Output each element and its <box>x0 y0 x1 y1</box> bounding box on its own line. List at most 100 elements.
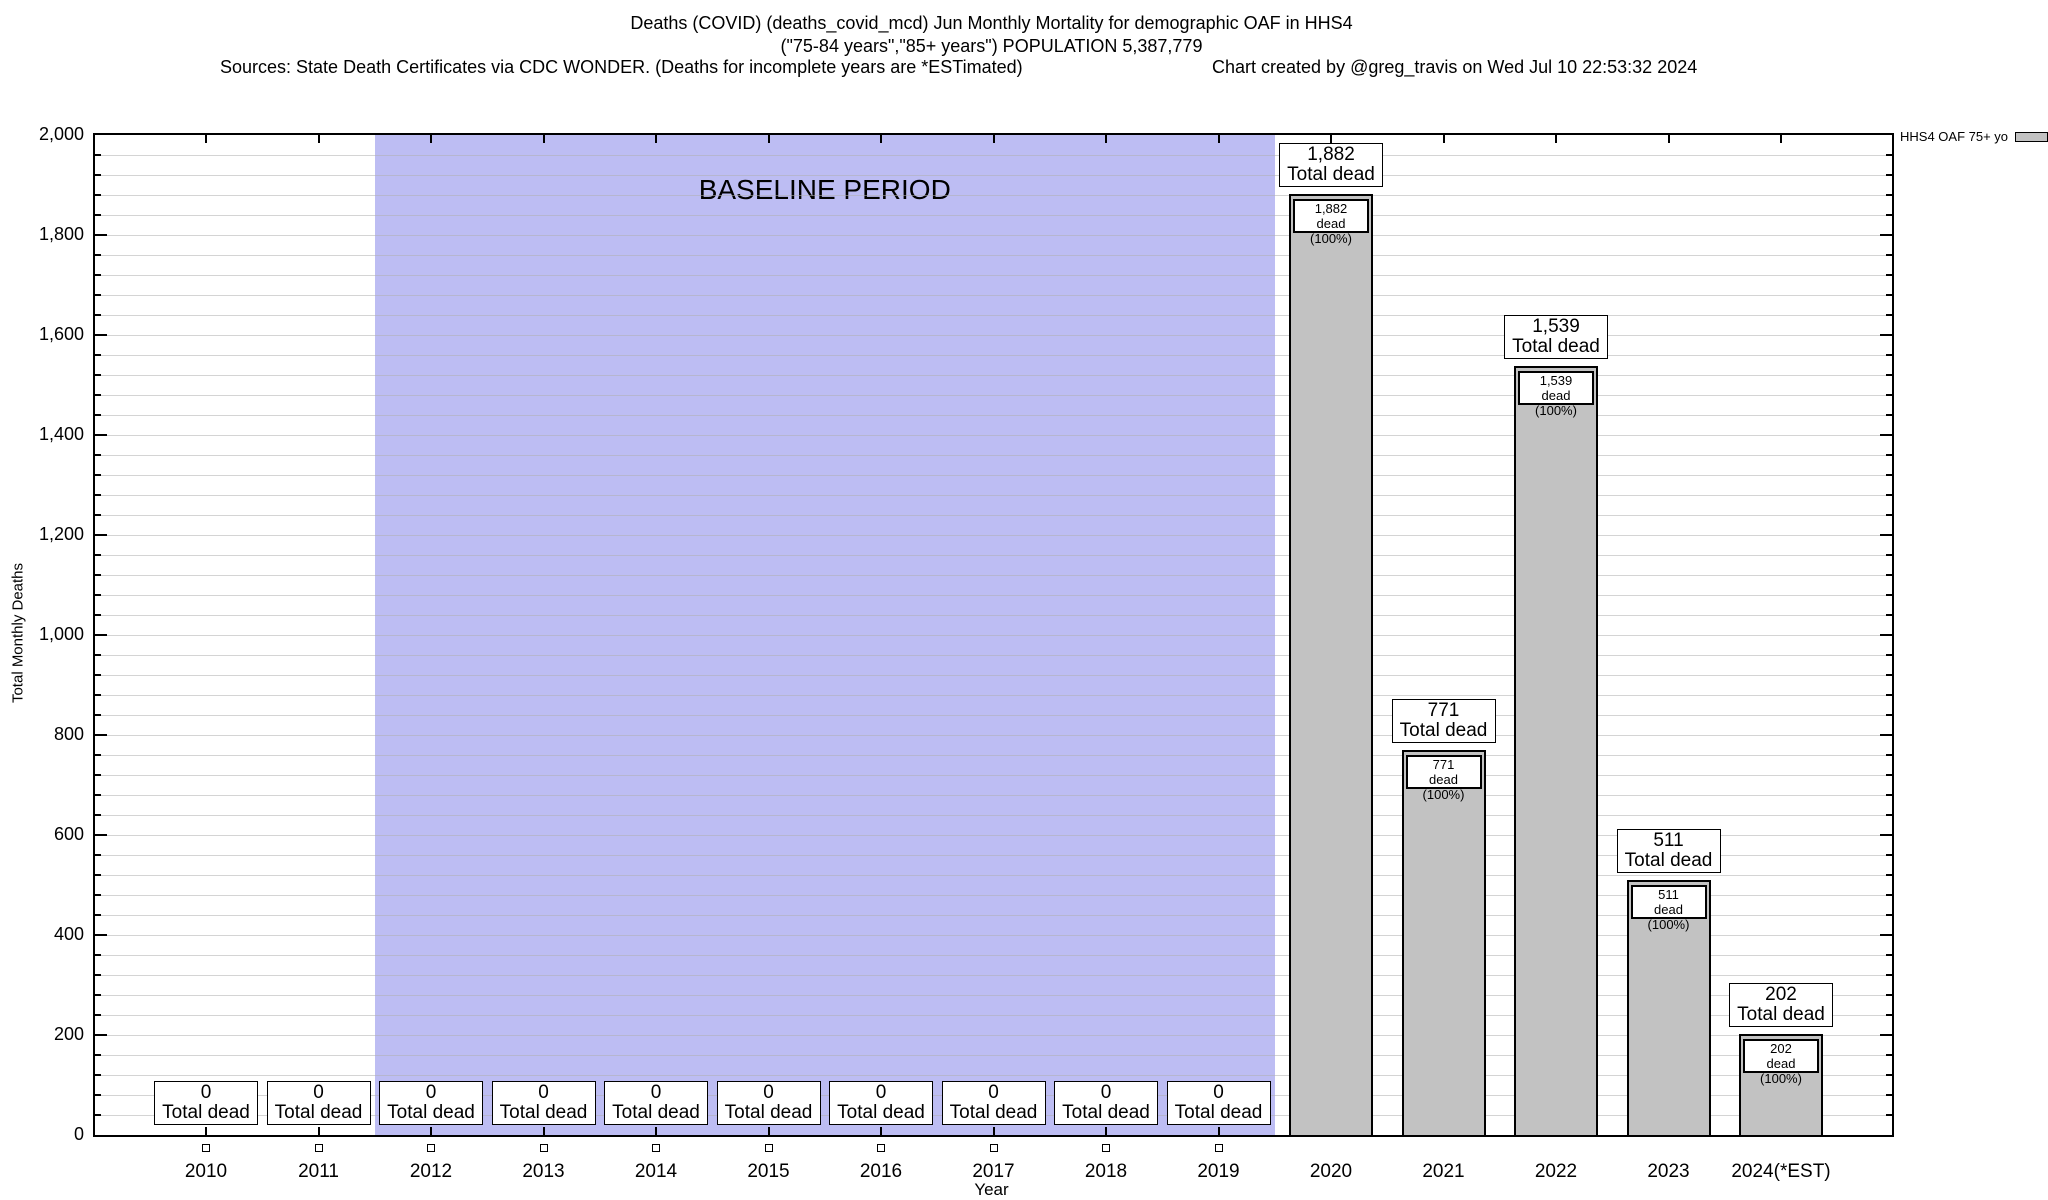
y-tick-left <box>95 454 101 456</box>
bar-total-label-2014: 0 Total dead <box>604 1081 708 1125</box>
year-label-2022: 2022 <box>1534 1161 1578 1182</box>
gridline <box>95 714 1892 716</box>
y-tick-right <box>1886 1114 1892 1116</box>
y-tick-left <box>95 834 107 836</box>
y-tick-right <box>1886 474 1892 476</box>
gridline <box>95 534 1892 536</box>
bar-total-suffix: Total dead <box>1737 1004 1825 1025</box>
y-tick-right <box>1880 334 1892 336</box>
bar-total-value: 1,882 <box>1307 144 1355 165</box>
legend-label: HHS4 OAF 75+ yo <box>1900 129 2009 144</box>
y-tick-right <box>1880 534 1892 536</box>
y-tick-left <box>95 574 101 576</box>
bar-inner-value: 771 <box>1432 756 1455 772</box>
y-tick-right <box>1886 374 1892 376</box>
y-tick-right <box>1886 354 1892 356</box>
y-tick-right <box>1886 214 1892 216</box>
bar-total-value: 511 <box>1653 829 1684 851</box>
bar-total-suffix: Total dead <box>1174 1102 1263 1123</box>
y-tick-right <box>1886 874 1892 876</box>
gridline <box>95 754 1892 756</box>
source-note: Sources: State Death Certificates via CD… <box>220 57 1023 77</box>
bar-2021 <box>1401 749 1486 1135</box>
plot-area: BASELINE PERIOD 0 200 400 600 800 1,000 1,200 1,… <box>39 124 1894 1182</box>
y-tick-left <box>95 914 101 916</box>
gridline <box>95 694 1892 696</box>
legend: HHS4 OAF 75+ yo <box>1900 129 2048 144</box>
zero-marker-2016 <box>877 1144 885 1152</box>
bar-total-label-2022: 1,539 Total dead <box>1504 314 1608 359</box>
y-tick-left <box>95 394 101 396</box>
y-tick-right <box>1886 674 1892 676</box>
y-tick-right <box>1886 774 1892 776</box>
y-tick-right <box>1886 574 1892 576</box>
bar-total-label-2023: 511 Total dead <box>1616 828 1721 873</box>
year-label-2021: 2021 <box>1422 1161 1465 1182</box>
bar-total-suffix: Total dead <box>274 1102 363 1123</box>
gridline <box>95 194 1892 196</box>
x-tick-top <box>1442 135 1445 143</box>
zero-marker-2017 <box>989 1144 998 1152</box>
y-tick-right <box>1886 254 1892 256</box>
y-tick-left <box>95 694 101 696</box>
bar-total-suffix: Total dead <box>612 1102 700 1123</box>
x-tick-top <box>767 135 770 143</box>
y-tick-right <box>1886 754 1892 756</box>
y-tick-right <box>1886 1094 1892 1096</box>
y-tick-right <box>1886 1074 1892 1076</box>
gridline <box>95 654 1892 656</box>
y-tick-left <box>95 514 101 516</box>
y-tick-right <box>1886 994 1892 996</box>
year-label-2024(*EST): 2024(*EST) <box>1731 1161 1831 1182</box>
bar-total-suffix: Total dead <box>162 1102 250 1123</box>
x-tick-top <box>1780 135 1782 143</box>
bar-total-label-2016: 0 Total dead <box>829 1081 933 1125</box>
y-tick-right <box>1886 314 1892 316</box>
y-tick-right <box>1886 514 1892 516</box>
x-tick-bottom <box>767 1127 770 1135</box>
gridline <box>95 914 1892 916</box>
bar-inner-label-2021: 771 dead (100%) <box>1405 754 1482 802</box>
bar-total-label-2010: 0 Total dead <box>154 1081 258 1125</box>
x-tick-top <box>317 135 320 143</box>
x-tick-bottom <box>992 1127 995 1135</box>
chart-title: Deaths (COVID) (deaths_covid_mcd) Jun Mo… <box>630 13 1353 33</box>
year-label-2013: 2013 <box>522 1161 565 1182</box>
y-tick-right <box>1886 794 1892 796</box>
x-tick-top <box>1217 135 1220 143</box>
y-tick-label: 1,600 <box>38 324 84 344</box>
y-tick-right <box>1886 974 1892 976</box>
y-tick-label: 0 <box>73 1124 84 1144</box>
y-tick-left <box>95 1094 101 1096</box>
x-tick-top <box>992 135 995 143</box>
bar-total-value: 0 <box>538 1082 549 1103</box>
y-tick-left <box>95 934 107 936</box>
gridline <box>95 874 1892 876</box>
bar-total-label-2011: 0 Total dead <box>266 1081 371 1125</box>
y-tick-left <box>95 794 101 796</box>
zero-marker-2011 <box>314 1144 323 1152</box>
bar-total-suffix: Total dead <box>1287 164 1375 185</box>
bar-inner-suffix: dead (100%) <box>1535 387 1577 418</box>
bar-total-value: 1,539 <box>1532 315 1580 337</box>
x-tick-top <box>880 135 882 143</box>
bar-total-value: 0 <box>200 1082 212 1103</box>
gridline <box>95 554 1892 556</box>
y-tick-left <box>95 714 101 716</box>
y-tick-left <box>95 994 101 996</box>
zero-marker-2012 <box>427 1144 435 1152</box>
x-tick-top <box>655 135 657 143</box>
y-tick-left <box>95 594 101 596</box>
y-tick-left <box>95 314 101 316</box>
y-tick-left <box>95 374 101 376</box>
gridline <box>95 954 1892 956</box>
y-tick-label: 1,400 <box>38 424 84 444</box>
y-tick-right <box>1880 634 1892 636</box>
y-tick-right <box>1886 154 1892 156</box>
y-tick-label: 800 <box>53 724 84 744</box>
year-label-2020: 2020 <box>1309 1161 1353 1182</box>
y-tick-left <box>95 974 101 976</box>
year-label-2014: 2014 <box>634 1161 678 1182</box>
bar-2023 <box>1626 879 1711 1135</box>
y-tick-left <box>95 734 107 736</box>
